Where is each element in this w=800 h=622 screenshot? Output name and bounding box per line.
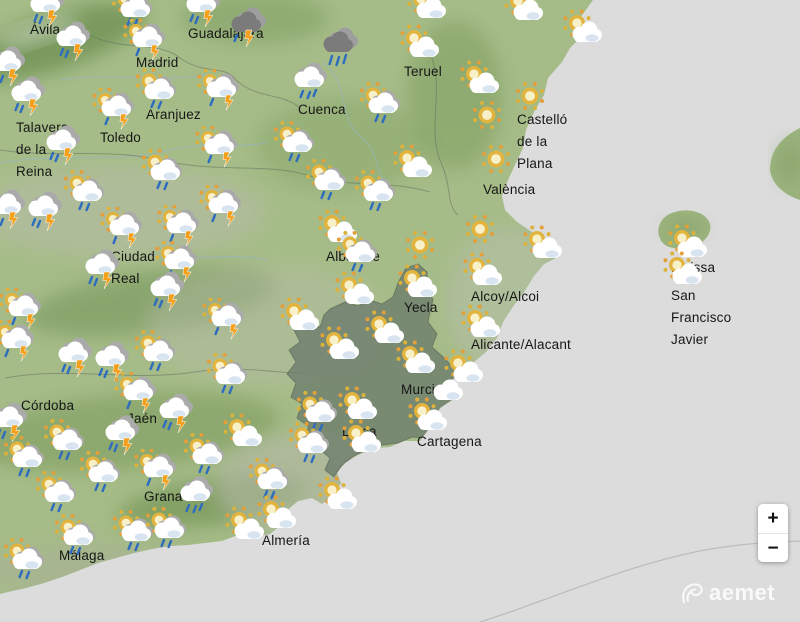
zoom-in-button[interactable]: +	[758, 504, 788, 533]
aemet-logo: aemet	[680, 581, 775, 605]
zoom-control: + −	[758, 504, 788, 562]
zoom-out-button[interactable]: −	[758, 533, 788, 562]
aemet-swirl-icon	[682, 583, 703, 604]
aemet-logo-text: aemet	[709, 580, 776, 605]
admin-borders	[0, 33, 459, 379]
